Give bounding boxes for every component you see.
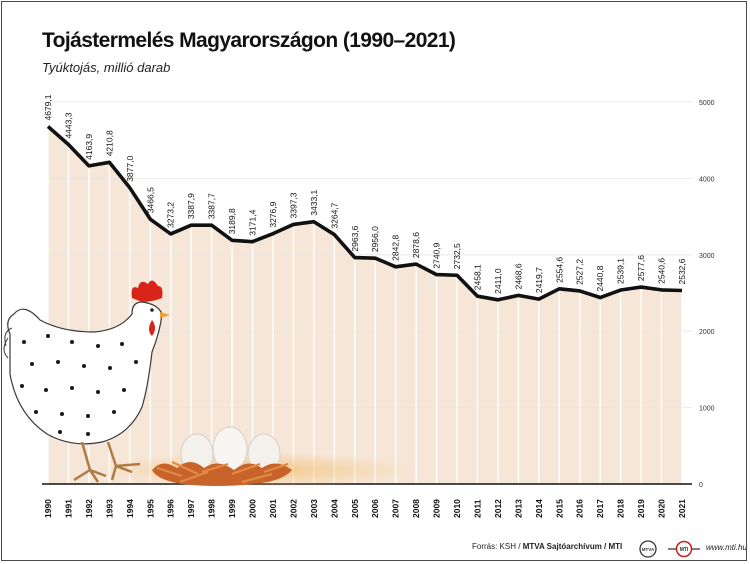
nest-illustration [152,426,292,486]
data-label: 4443,3 [63,112,73,138]
source-footer: Forrás: KSH / MTVA Sajtóarchívum / MTI [472,542,622,551]
area-fill [48,126,682,485]
data-label: 3387,7 [207,193,217,219]
data-label: 2419,7 [534,267,544,293]
x-tick-label: 2009 [432,499,442,518]
data-label: 2842,8 [391,235,401,261]
data-label: 2732,5 [452,243,462,269]
x-tick-label: 2008 [411,499,421,518]
x-tick-label: 2007 [391,499,401,518]
y-tick-label: 5000 [699,100,715,107]
data-label: 2458,1 [472,264,482,290]
data-label: 3466,5 [145,187,155,213]
x-tick-label: 2013 [513,499,523,518]
chart-subtitle: Tyúktojás, millió darab [42,60,171,75]
x-tick-label: 1993 [104,499,114,518]
y-tick-label: 1000 [699,406,715,413]
x-tick-label: 2017 [595,499,605,518]
data-label: 2577,6 [636,255,646,281]
x-tick-label: 2000 [248,499,258,518]
x-tick-label: 1996 [166,499,176,518]
x-tick-label: 2002 [288,499,298,518]
y-tick-label: 0 [699,482,703,489]
x-tick-label: 2021 [677,499,687,518]
mti-logo-text: MTI [680,547,689,553]
x-tick-label: 2012 [493,499,503,518]
data-label: 4210,8 [104,130,114,156]
data-label: 2539,1 [616,258,626,284]
data-label: 2468,6 [513,263,523,289]
hen-illustration [3,280,170,483]
data-label: 3264,7 [329,202,339,228]
chart-title: Tojástermelés Magyarországon (1990–2021) [42,29,456,52]
x-tick-label: 1991 [63,499,73,518]
data-label: 2527,2 [575,259,585,285]
data-label: 3171,4 [248,209,258,235]
x-tick-label: 1998 [207,499,217,518]
data-label: 3273,2 [166,202,176,228]
data-label: 4163,9 [84,134,94,160]
mtva-logo: MTVA [639,540,657,558]
data-label: 3433,1 [309,189,319,215]
x-tick-label: 1995 [145,499,155,518]
data-label: 2554,6 [554,257,564,283]
x-tick-label: 1994 [125,499,135,518]
x-tick-label: 2003 [309,499,319,518]
mti-logo: MTI [668,540,700,558]
x-tick-label: 2011 [472,499,482,518]
data-label: 3397,3 [288,192,298,218]
y-tick-label: 3000 [699,253,715,260]
x-tick-label: 1992 [84,499,94,518]
x-tick-label: 2020 [657,499,667,518]
data-label: 3877,0 [125,156,135,182]
x-tick-label: 2010 [452,499,462,518]
series-line [46,125,683,302]
data-label: 2878,6 [411,232,421,258]
source-prefix: Forrás: KSH / [472,542,523,551]
mtva-logo-text: MTVA [642,547,655,552]
site-url: www.mti.hu [706,543,747,552]
x-tick-label: 2004 [329,499,339,518]
data-label: 4679,1 [43,94,53,120]
data-label: 2532,6 [677,258,687,284]
y-tick-label: 2000 [699,329,715,336]
x-tick-label: 2005 [350,499,360,518]
x-tick-label: 2016 [575,499,585,518]
x-tick-label: 2015 [554,499,564,518]
data-label: 2956,0 [370,226,380,252]
x-tick-label: 1990 [43,499,53,518]
data-label: 2963,6 [350,225,360,251]
data-label: 3276,9 [268,201,278,227]
x-tick-label: 1999 [227,499,237,518]
x-tick-label: 2014 [534,499,544,518]
x-tick-label: 2006 [370,499,380,518]
x-tick-label: 2019 [636,499,646,518]
data-label: 2411,0 [493,268,503,294]
data-label: 3387,9 [186,193,196,219]
x-tick-label: 1997 [186,499,196,518]
data-label: 2440,8 [595,265,605,291]
data-label: 3189,8 [227,208,237,234]
x-tick-label: 2018 [616,499,626,518]
y-tick-label: 4000 [699,176,715,183]
x-tick-label: 2001 [268,499,278,518]
source-credit: MTVA Sajtóarchívum / MTI [522,542,623,551]
data-label: 2540,6 [657,258,667,284]
data-label: 2740,9 [432,242,442,268]
